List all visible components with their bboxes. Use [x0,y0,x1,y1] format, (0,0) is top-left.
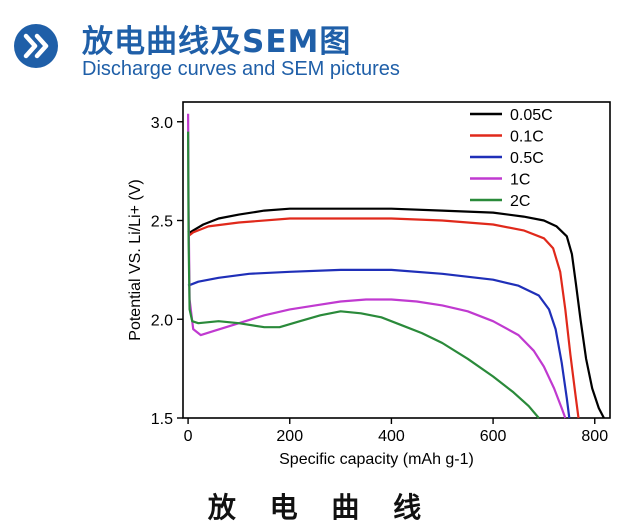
discharge-curve-chart: 0 200 400 600 800 1.5 2.0 2.5 3.0 0.05C 0.1C 0.5C 1… [127,101,611,468]
section-title: 放电曲线及SEM图 [82,24,352,60]
y-tick-label: 3.0 [151,115,173,132]
header: 放电曲线及SEM图 Discharge curves and SEM pictu… [0,0,641,90]
series-line-0.1C [187,217,580,419]
x-tick-label: 200 [276,428,303,445]
x-tick-label: 0 [184,428,193,445]
legend-label-2C: 2C [510,193,530,210]
y-tick-label: 2.0 [151,312,173,329]
double-chevron-right-icon [14,24,58,68]
x-tick-label: 800 [581,428,608,445]
legend-label-1C: 1C [510,172,530,189]
y-tick-label: 1.5 [151,411,173,428]
series-line-0.05C [187,207,605,419]
series-line-0.5C [187,268,571,419]
series-line-1C [187,113,567,419]
section-subtitle: Discharge curves and SEM pictures [82,58,400,80]
x-tick-label: 400 [378,428,405,445]
legend-label-0.1C: 0.1C [510,129,544,146]
legend-label-0.05C: 0.05C [510,107,553,124]
series-line-2C [187,131,540,419]
figure-caption: 放 电 曲 线 [207,491,434,524]
y-axis-label: Potential VS. Li/Li+ (V) [127,179,144,340]
y-tick-label: 2.5 [151,214,173,231]
plot-area [182,101,611,419]
x-tick-label: 600 [480,428,507,445]
legend-label-0.5C: 0.5C [510,150,544,167]
x-axis-label: Specific capacity (mAh g-1) [279,451,474,468]
